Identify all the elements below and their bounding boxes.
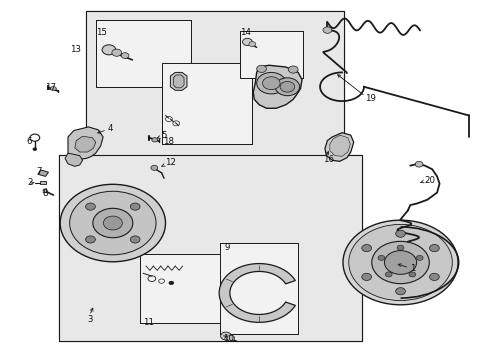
Text: 11: 11 <box>143 318 154 327</box>
Polygon shape <box>43 189 46 193</box>
Text: 9: 9 <box>224 243 229 252</box>
Bar <box>220 243 298 334</box>
Circle shape <box>275 78 299 96</box>
Circle shape <box>242 39 252 45</box>
Circle shape <box>428 244 438 252</box>
Text: 5: 5 <box>161 131 167 140</box>
Circle shape <box>220 332 231 340</box>
Polygon shape <box>329 135 349 156</box>
Bar <box>96 21 190 87</box>
Circle shape <box>395 230 405 237</box>
Circle shape <box>385 272 391 277</box>
Circle shape <box>93 208 133 238</box>
Polygon shape <box>253 65 302 108</box>
Circle shape <box>256 72 285 94</box>
Bar <box>161 63 251 144</box>
Circle shape <box>428 273 438 280</box>
Circle shape <box>168 281 173 285</box>
Polygon shape <box>170 72 186 90</box>
Polygon shape <box>40 181 45 184</box>
Circle shape <box>85 236 95 243</box>
Text: 19: 19 <box>365 94 376 103</box>
Text: 18: 18 <box>162 137 173 146</box>
Bar <box>140 253 222 323</box>
Circle shape <box>415 255 422 260</box>
Circle shape <box>377 255 384 260</box>
Circle shape <box>288 66 298 73</box>
Circle shape <box>361 244 371 252</box>
Bar <box>220 243 298 334</box>
Text: 8: 8 <box>42 189 47 198</box>
Circle shape <box>226 335 234 341</box>
Circle shape <box>361 273 371 280</box>
Text: 16: 16 <box>323 155 334 164</box>
Circle shape <box>60 184 165 262</box>
Circle shape <box>121 53 129 58</box>
Circle shape <box>408 272 415 277</box>
Polygon shape <box>68 127 103 159</box>
Circle shape <box>256 65 266 72</box>
Circle shape <box>396 245 403 250</box>
Circle shape <box>384 251 416 274</box>
Text: 10: 10 <box>223 334 234 343</box>
Text: 12: 12 <box>165 158 176 167</box>
Circle shape <box>248 41 255 46</box>
Bar <box>239 31 303 78</box>
Circle shape <box>130 203 140 210</box>
Bar <box>86 12 344 160</box>
Circle shape <box>130 236 140 243</box>
Bar <box>239 31 303 78</box>
Polygon shape <box>219 264 295 322</box>
Text: 3: 3 <box>87 315 93 324</box>
Circle shape <box>102 45 116 55</box>
Circle shape <box>395 288 405 295</box>
Polygon shape <box>325 133 353 161</box>
Text: 20: 20 <box>423 176 434 185</box>
Circle shape <box>262 77 280 90</box>
Circle shape <box>103 216 122 230</box>
Circle shape <box>348 224 451 301</box>
Circle shape <box>85 203 95 210</box>
Bar <box>161 63 251 144</box>
Bar <box>59 155 361 341</box>
Circle shape <box>371 241 428 284</box>
Text: 7: 7 <box>36 167 41 176</box>
Text: 4: 4 <box>108 123 113 132</box>
Text: 14: 14 <box>239 28 250 37</box>
Text: 13: 13 <box>70 45 81 54</box>
Text: 15: 15 <box>96 28 107 37</box>
Text: 1: 1 <box>409 265 415 274</box>
Bar <box>140 253 222 323</box>
Circle shape <box>342 220 457 305</box>
Circle shape <box>152 138 158 142</box>
Bar <box>96 21 190 87</box>
Bar <box>59 155 361 341</box>
Polygon shape <box>173 75 183 88</box>
Circle shape <box>33 148 37 150</box>
Circle shape <box>112 49 122 56</box>
Circle shape <box>280 81 294 92</box>
Circle shape <box>151 165 158 170</box>
Polygon shape <box>38 170 48 176</box>
Text: 6: 6 <box>26 138 32 147</box>
Bar <box>86 12 344 160</box>
Circle shape <box>323 27 331 33</box>
Text: 2: 2 <box>27 178 33 187</box>
Polygon shape <box>65 153 82 166</box>
Text: 17: 17 <box>44 83 56 92</box>
Circle shape <box>414 161 422 167</box>
Polygon shape <box>75 136 96 152</box>
Circle shape <box>50 86 56 91</box>
Circle shape <box>69 191 156 255</box>
